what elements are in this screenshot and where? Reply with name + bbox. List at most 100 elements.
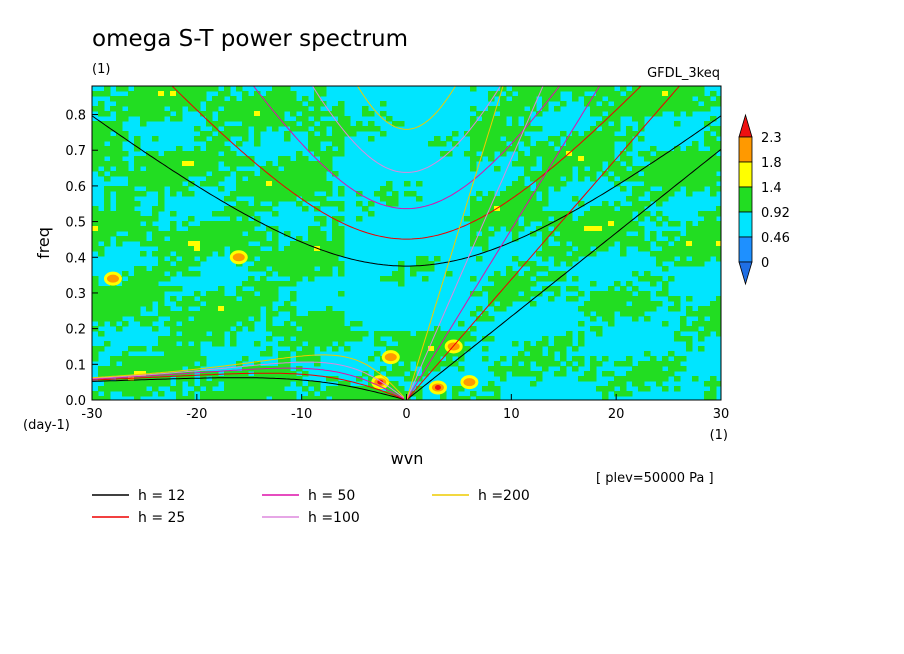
- field-cell: [494, 196, 501, 202]
- field-cell: [146, 276, 153, 282]
- field-cell: [554, 136, 561, 142]
- field-cell: [626, 291, 633, 297]
- field-cell: [506, 286, 513, 292]
- field-cell: [104, 201, 111, 207]
- field-cell: [518, 206, 525, 212]
- field-cell: [248, 251, 255, 257]
- field-cell: [128, 211, 135, 217]
- field-cell: [626, 111, 633, 117]
- field-cell: [188, 151, 195, 157]
- field-cell: [152, 86, 159, 92]
- field-cell: [212, 296, 219, 302]
- field-cell: [608, 371, 615, 377]
- field-cell: [440, 351, 447, 357]
- field-cell: [548, 271, 555, 277]
- field-cell: [686, 156, 693, 162]
- field-cell: [110, 291, 117, 297]
- field-cell: [194, 346, 201, 352]
- field-cell: [632, 381, 639, 387]
- field-cell: [692, 241, 699, 247]
- field-cell: [470, 221, 477, 227]
- field-cell: [152, 241, 159, 247]
- field-cell: [314, 106, 321, 112]
- field-cell: [542, 211, 549, 217]
- field-cell: [296, 191, 303, 197]
- field-cell: [194, 291, 201, 297]
- field-cell: [200, 236, 207, 242]
- field-cell: [560, 101, 567, 107]
- field-cell: [248, 171, 255, 177]
- field-cell: [320, 86, 327, 92]
- field-cell: [368, 391, 375, 397]
- field-cell: [230, 101, 237, 107]
- field-cell: [188, 351, 195, 357]
- field-cell: [146, 271, 153, 277]
- field-cell: [140, 86, 147, 92]
- field-cell: [608, 221, 615, 227]
- field-cell: [476, 206, 483, 212]
- field-cell: [212, 161, 219, 167]
- field-cell: [158, 161, 165, 167]
- field-cell: [338, 341, 345, 347]
- field-cell: [398, 351, 405, 357]
- field-cell: [578, 176, 585, 182]
- field-cell: [110, 296, 117, 302]
- field-cell: [392, 346, 399, 352]
- field-cell: [428, 361, 435, 367]
- field-cell: [638, 216, 645, 222]
- field-cell: [182, 241, 189, 247]
- field-cell: [608, 111, 615, 117]
- field-cell: [512, 231, 519, 237]
- field-cell: [230, 96, 237, 102]
- field-cell: [398, 346, 405, 352]
- field-cell: [638, 91, 645, 97]
- field-cell: [500, 141, 507, 147]
- field-cell: [176, 391, 183, 397]
- field-cell: [704, 136, 711, 142]
- field-cell: [104, 91, 111, 97]
- field-cell: [512, 271, 519, 277]
- field-cell: [116, 201, 123, 207]
- field-cell: [560, 251, 567, 257]
- field-cell: [632, 241, 639, 247]
- field-cell: [410, 191, 417, 197]
- field-cell: [488, 141, 495, 147]
- field-cell: [638, 306, 645, 312]
- field-cell: [314, 311, 321, 317]
- field-cell: [716, 236, 721, 242]
- field-cell: [674, 361, 681, 367]
- field-cell: [308, 226, 315, 232]
- field-cell: [194, 156, 201, 162]
- field-cell: [620, 156, 627, 162]
- field-cell: [518, 91, 525, 97]
- field-cell: [266, 196, 273, 202]
- field-cell: [578, 306, 585, 312]
- field-cell: [602, 396, 609, 400]
- field-cell: [512, 201, 519, 207]
- field-cell: [542, 356, 549, 362]
- field-cell: [176, 181, 183, 187]
- field-cell: [698, 321, 705, 327]
- field-cell: [344, 131, 351, 137]
- field-cell: [584, 221, 591, 227]
- field-cell: [98, 151, 105, 157]
- field-cell: [92, 296, 99, 302]
- field-cell: [134, 376, 141, 382]
- field-cell: [608, 96, 615, 102]
- field-cell: [602, 116, 609, 122]
- field-cell: [338, 136, 345, 142]
- field-cell: [518, 111, 525, 117]
- field-cell: [134, 91, 141, 97]
- field-cell: [644, 296, 651, 302]
- field-cell: [170, 156, 177, 162]
- field-cell: [212, 136, 219, 142]
- field-cell: [200, 131, 207, 137]
- field-cell: [506, 131, 513, 137]
- field-cell: [254, 316, 261, 322]
- field-cell: [704, 106, 711, 112]
- field-cell: [704, 171, 711, 177]
- field-cell: [470, 231, 477, 237]
- field-cell: [152, 276, 159, 282]
- field-cell: [566, 176, 573, 182]
- field-cell: [638, 201, 645, 207]
